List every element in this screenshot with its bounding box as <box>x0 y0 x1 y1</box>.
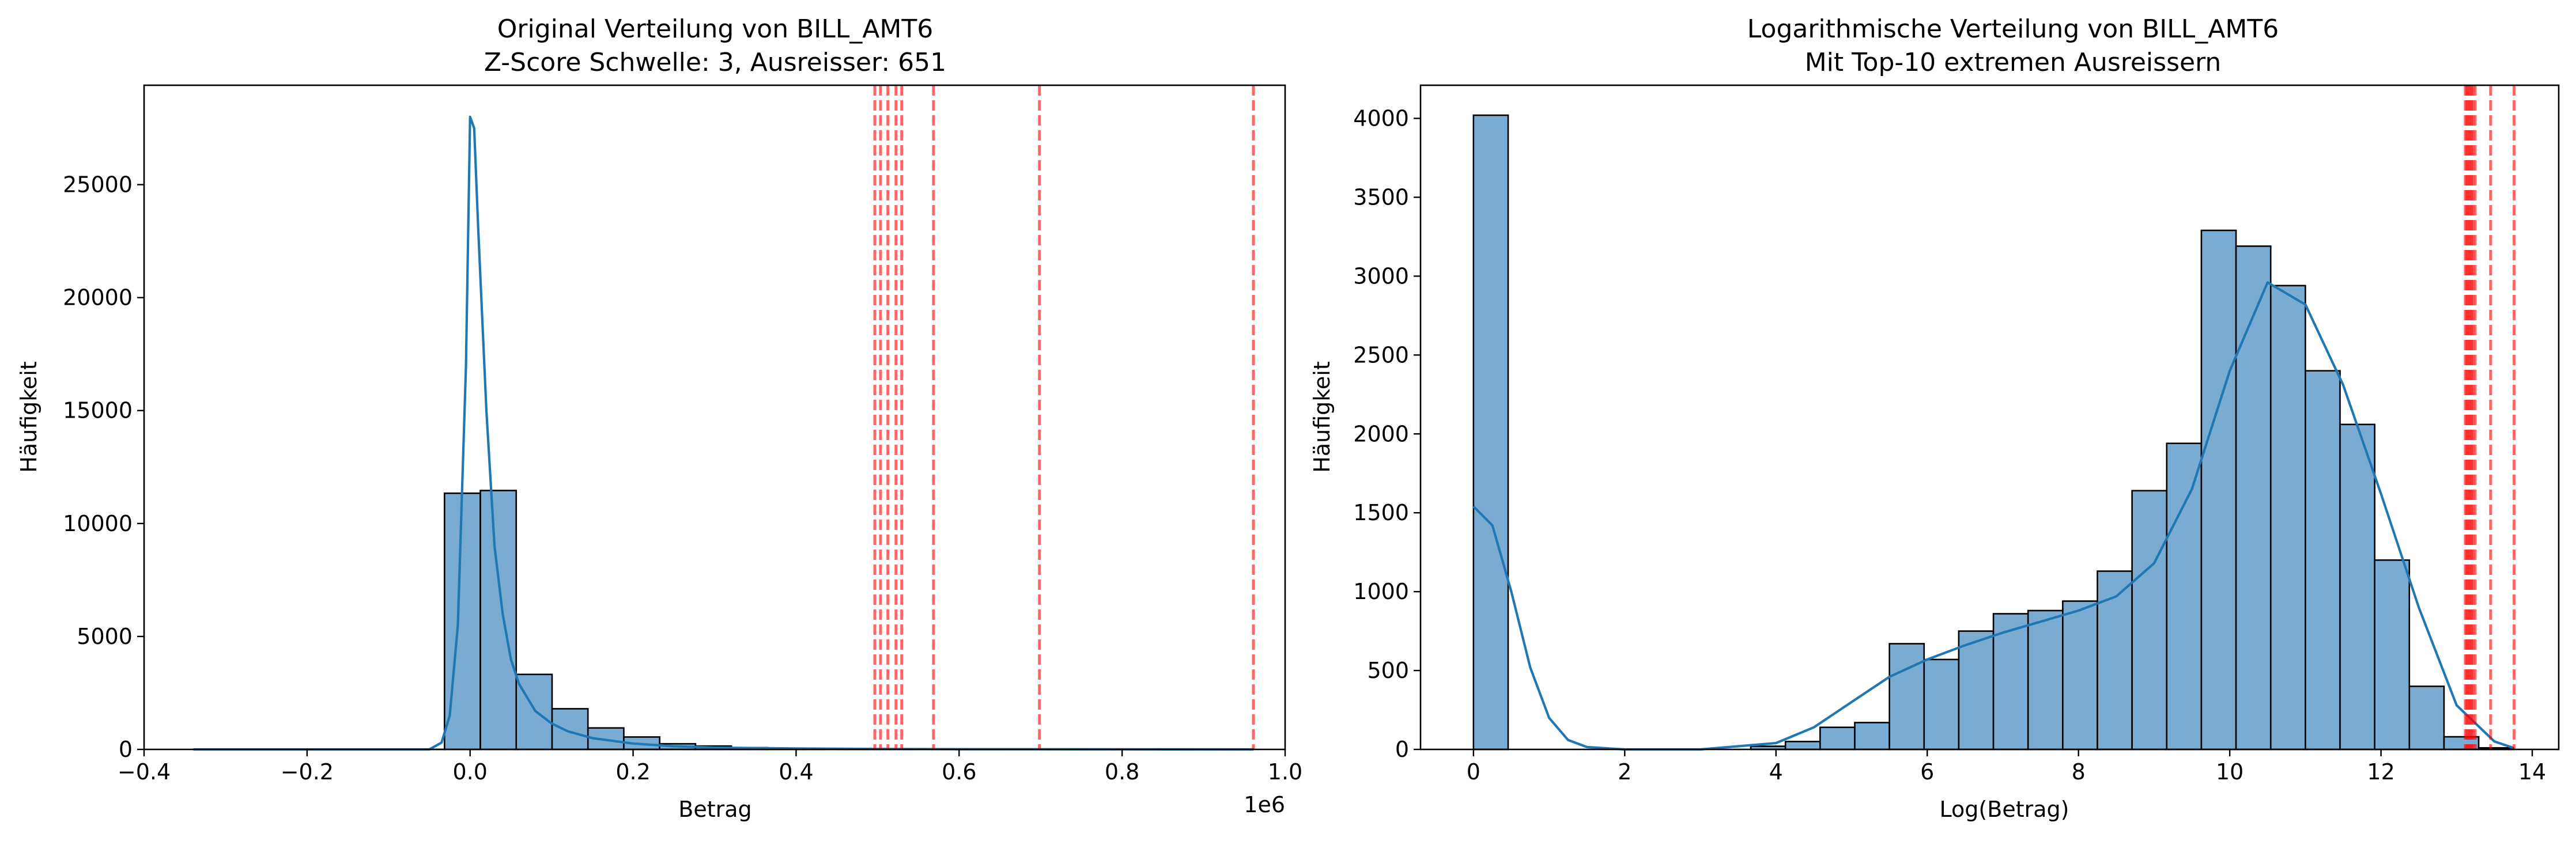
chart-left-ytick-label: 10000 <box>63 511 133 536</box>
chart-left-bar <box>515 673 553 751</box>
chart-right-bar <box>2062 600 2098 751</box>
chart-right-bar <box>1472 114 1509 751</box>
chart-left: Original Verteilung von BILL_AMT6 Z-Scor… <box>16 14 1302 822</box>
chart-right-xtick-label: 10 <box>2216 759 2243 785</box>
chart-right: Logarithmische Verteilung von BILL_AMT6 … <box>1309 14 2560 822</box>
chart-right-bar <box>1958 630 1995 751</box>
chart-right-ytick-label: 2000 <box>1353 421 1409 446</box>
chart-right-bar <box>2374 559 2411 751</box>
chart-right-ytick-label: 2500 <box>1353 342 1409 368</box>
chart-right-xtick-label: 14 <box>2518 759 2546 785</box>
chart-left-xtick-label: −0.4 <box>118 759 171 785</box>
chart-right-ytick-label: 3000 <box>1353 263 1409 289</box>
chart-right-xtick-label: 4 <box>1769 759 1783 785</box>
chart-left-ylabel: Häufigkeit <box>16 361 41 473</box>
chart-right-ytick-label: 4000 <box>1353 106 1409 131</box>
chart-right-xtick-label: 6 <box>1920 759 1934 785</box>
chart-left-bar <box>479 490 518 751</box>
chart-right-title-line1: Logarithmische Verteilung von BILL_AMT6 <box>1747 14 2279 44</box>
chart-right-bar <box>2269 285 2306 751</box>
chart-right-xlabel: Log(Betrag) <box>1940 797 2069 822</box>
chart-left-ytick-label: 25000 <box>63 172 133 198</box>
chart-right-bar <box>1784 741 1821 751</box>
chart-left-ytick-label: 20000 <box>63 285 133 310</box>
chart-left-ytick-label: 0 <box>119 737 133 762</box>
chart-right-bar <box>2027 609 2064 751</box>
chart-right-bar <box>1888 643 1925 751</box>
chart-left-ytick-label: 5000 <box>77 624 133 649</box>
chart-right-kde-line <box>1472 281 2514 751</box>
chart-right-bar <box>1819 726 1856 751</box>
chart-right-title-line2: Mit Top-10 extremen Ausreissern <box>1805 48 2222 77</box>
chart-right-ytick-label: 0 <box>1395 737 1409 762</box>
chart-right-bar <box>2305 370 2341 751</box>
chart-right-bar <box>2200 229 2237 751</box>
chart-left-kde-line <box>193 115 1254 751</box>
chart-left-title-line1: Original Verteilung von BILL_AMT6 <box>497 14 933 44</box>
chart-right-frame <box>1419 84 2560 751</box>
chart-left-xlabel: Betrag <box>678 797 751 822</box>
chart-right-xtick-label: 8 <box>2072 759 2086 785</box>
chart-right-xtick-label: 0 <box>1467 759 1480 785</box>
chart-right-xtick-label: 12 <box>2367 759 2394 785</box>
chart-right-bar <box>2131 490 2168 751</box>
chart-right-plot: 0 2 4 6 8 10 12 14 0 500 1000 1500 2000 2500 3000 3500 4… <box>1353 85 2546 785</box>
chart-right-ytick-label: 3500 <box>1353 184 1409 210</box>
chart-left-ytick-label: 15000 <box>63 398 133 423</box>
chart-left-xtick-label: 0.8 <box>1105 759 1139 785</box>
chart-right-bar <box>2235 245 2272 751</box>
chart-left-xtick-label: 1.0 <box>1268 759 1302 785</box>
chart-left-xtick-label: 0.0 <box>452 759 487 785</box>
chart-right-bar <box>2339 423 2375 751</box>
chart-right-bar <box>1923 658 1960 751</box>
chart-left-offset-label: 1e6 <box>1244 792 1285 817</box>
chart-right-ylabel: Häufigkeit <box>1309 361 1335 473</box>
chart-left-plot: −0.4 −0.2 0.0 0.2 0.4 0.6 0.8 1.0 0 5000 10000 1500… <box>63 85 1302 785</box>
chart-left-xtick-label: 0.4 <box>779 759 813 785</box>
chart-right-bar <box>2166 442 2203 751</box>
chart-left-xtick-label: −0.2 <box>281 759 334 785</box>
chart-right-xtick-label: 2 <box>1618 759 1631 785</box>
chart-right-bar <box>1854 722 1890 751</box>
chart-left-frame <box>143 84 1286 751</box>
chart-right-ytick-label: 500 <box>1367 658 1409 683</box>
chart-right-bar <box>2408 685 2445 751</box>
chart-left-title-line2: Z-Score Schwelle: 3, Ausreisser: 651 <box>484 48 946 77</box>
chart-left-bar <box>551 708 589 751</box>
chart-left-xtick-label: 0.6 <box>942 759 976 785</box>
chart-right-ytick-label: 1000 <box>1353 579 1409 604</box>
chart-left-xtick-label: 0.2 <box>615 759 650 785</box>
chart-right-ytick-label: 1500 <box>1353 500 1409 525</box>
